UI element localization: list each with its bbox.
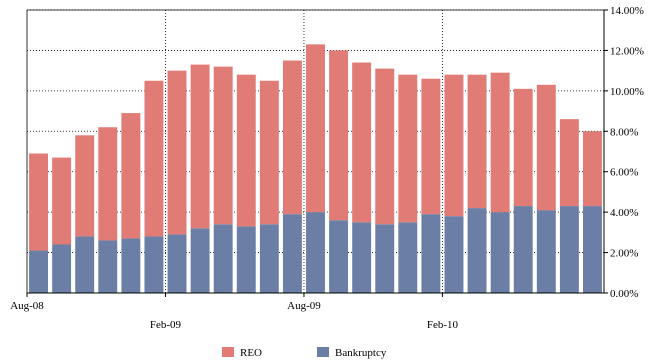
bar-bankruptcy-10 — [236, 226, 256, 293]
bar-reo-9 — [213, 66, 233, 225]
bar-reo-1 — [29, 153, 49, 251]
x-axis-tick-labels: Aug-08 Feb-09 Aug-09 Feb-10 — [10, 300, 458, 331]
bar-reo-7 — [167, 70, 187, 235]
bar-bankruptcy-1 — [29, 250, 49, 293]
legend-swatch-bankruptcy — [317, 347, 329, 357]
bar-reo-17 — [398, 74, 418, 223]
bar-reo-13 — [306, 44, 325, 213]
axes — [26, 9, 608, 297]
bar-bankruptcy-2 — [52, 244, 72, 293]
bar-reo-24 — [559, 119, 579, 207]
x-tick-label: Aug-09 — [287, 300, 321, 312]
bar-reo-25 — [582, 131, 602, 207]
legend-label-reo: REO — [240, 347, 262, 359]
legend: REO Bankruptcy — [222, 347, 387, 359]
bar-bankruptcy-12 — [282, 214, 302, 293]
y-tick-label: 8.00% — [610, 126, 638, 138]
bar-reo-6 — [144, 80, 164, 237]
y-tick-label: 4.00% — [610, 207, 638, 219]
bar-reo-21 — [490, 72, 510, 213]
bars — [29, 44, 602, 293]
y-tick-label: 10.00% — [610, 86, 644, 98]
y-tick-label: 2.00% — [610, 248, 638, 260]
bar-reo-18 — [421, 78, 441, 215]
bar-bankruptcy-3 — [75, 236, 95, 293]
bar-bankruptcy-15 — [352, 222, 372, 293]
bar-bankruptcy-9 — [213, 224, 233, 293]
bar-bankruptcy-8 — [190, 228, 210, 293]
y-tick-label: 14.00% — [610, 5, 644, 17]
bar-reo-2 — [52, 157, 72, 245]
bar-bankruptcy-17 — [398, 222, 418, 293]
bar-reo-23 — [536, 84, 556, 211]
bar-reo-20 — [467, 74, 487, 209]
bar-bankruptcy-23 — [536, 210, 556, 293]
bar-reo-5 — [121, 113, 141, 239]
bar-bankruptcy-13 — [306, 212, 325, 293]
bar-reo-19 — [444, 74, 464, 217]
bar-bankruptcy-19 — [444, 216, 464, 293]
bar-bankruptcy-20 — [467, 208, 487, 293]
bar-reo-4 — [98, 127, 118, 241]
bar-reo-15 — [352, 62, 372, 223]
legend-swatch-reo — [222, 347, 234, 357]
y-tick-label: 0.00% — [610, 288, 638, 300]
bar-reo-3 — [75, 135, 95, 237]
bar-reo-14 — [329, 50, 349, 221]
bar-bankruptcy-22 — [513, 206, 533, 293]
bar-reo-12 — [282, 60, 302, 215]
bar-reo-8 — [190, 64, 210, 229]
bar-reo-11 — [259, 80, 279, 225]
bar-reo-22 — [513, 88, 533, 207]
bar-reo-10 — [236, 74, 256, 227]
y-tick-label: 12.00% — [610, 45, 644, 57]
legend-label-bankruptcy: Bankruptcy — [335, 347, 387, 359]
bar-bankruptcy-18 — [421, 214, 441, 293]
y-tick-label: 6.00% — [610, 167, 638, 179]
x-tick-label: Aug-08 — [10, 300, 44, 312]
bar-bankruptcy-6 — [144, 236, 164, 293]
x-tick-label: Feb-10 — [427, 319, 459, 331]
bar-bankruptcy-11 — [259, 224, 279, 293]
bar-bankruptcy-5 — [121, 238, 141, 293]
bar-bankruptcy-21 — [490, 212, 510, 293]
bar-bankruptcy-25 — [582, 206, 602, 293]
bar-reo-16 — [375, 68, 395, 225]
bar-bankruptcy-16 — [375, 224, 395, 293]
bar-bankruptcy-14 — [329, 220, 349, 293]
bar-bankruptcy-7 — [167, 234, 187, 293]
bar-bankruptcy-24 — [559, 206, 579, 293]
y-axis-tick-labels: 0.00% 2.00% 4.00% 6.00% 8.00% 10.00% 12.00% 14.… — [610, 5, 644, 300]
x-tick-label: Feb-09 — [150, 319, 182, 331]
bar-bankruptcy-4 — [98, 240, 118, 293]
